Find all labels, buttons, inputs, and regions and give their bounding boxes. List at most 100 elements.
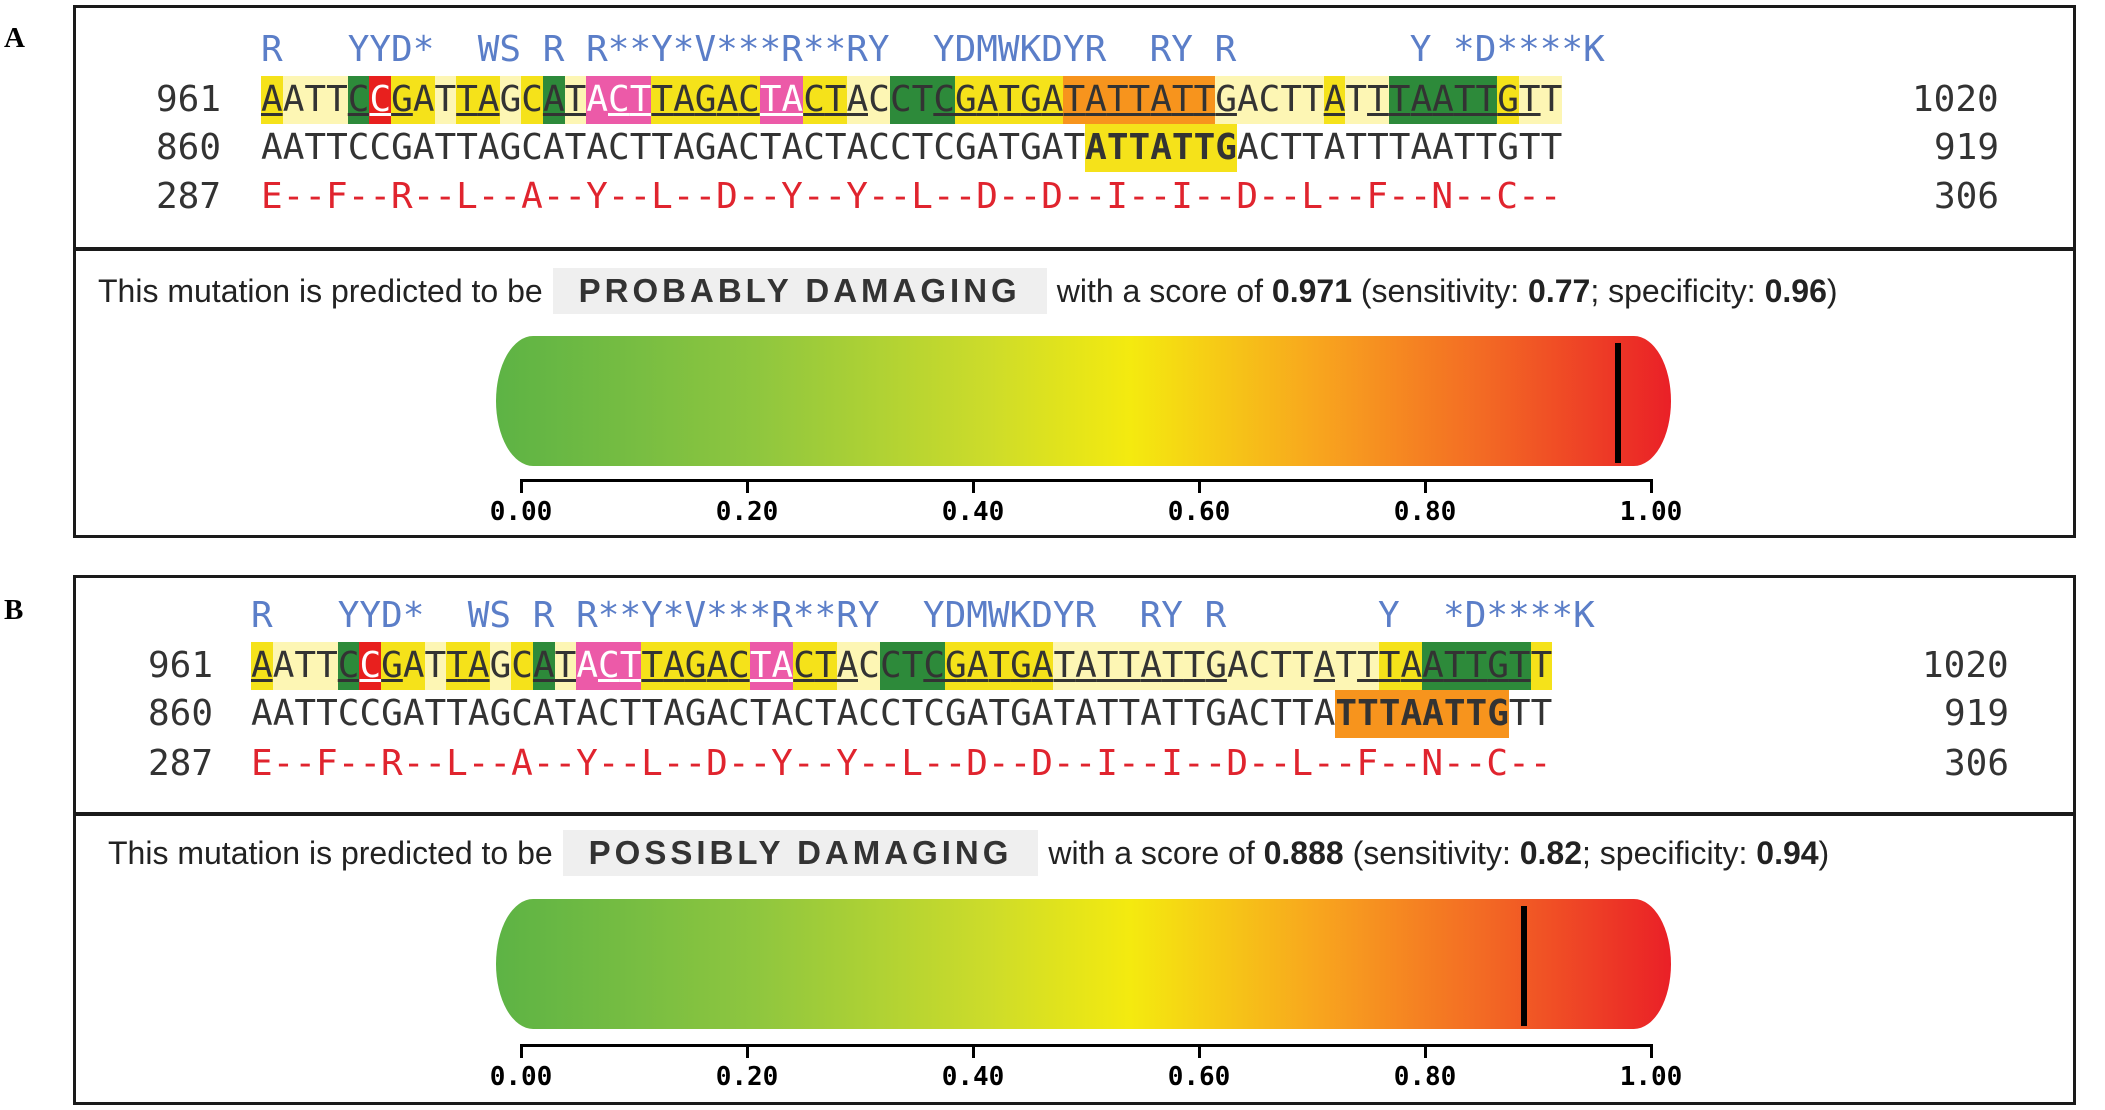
nucleotide: T (1388, 127, 1411, 168)
nucleotide: T (1302, 76, 1324, 124)
prediction-prefix: This mutation is predicted to be (98, 273, 543, 309)
nucleotide: A (1150, 76, 1172, 124)
nucleotide: G (955, 76, 977, 124)
nucleotide: A (966, 693, 989, 734)
seq-end-top: 1020 (1912, 79, 1999, 120)
nucleotide: G (694, 76, 717, 124)
specificity-label: ; specificity: (1590, 273, 1756, 309)
nucleotide: A (261, 76, 283, 124)
nucleotide: G (499, 76, 522, 124)
nucleotide: A (1236, 127, 1259, 168)
sequence-top-line: AATTCCGATTAGCATACTTAGACTACTACCTCGATGATAT… (261, 76, 1563, 124)
nucleotide: A (1140, 642, 1162, 690)
seq-end-bot: 306 (1944, 743, 2010, 784)
nucleotide: T (1367, 127, 1389, 168)
nucleotide: A (781, 127, 804, 168)
nucleotide: A (1085, 124, 1107, 172)
nucleotide: G (391, 127, 413, 168)
nucleotide: C (728, 642, 750, 690)
nucleotide: A (771, 642, 794, 690)
seq-end-mid: 919 (1934, 127, 2000, 168)
nucleotide: T (1443, 690, 1466, 738)
axis-tick (972, 479, 975, 493)
nucleotide: T (564, 76, 587, 124)
nucleotide: C (793, 693, 815, 734)
nucleotide: C (793, 642, 815, 690)
score-value: 0.888 (1263, 835, 1344, 871)
nucleotide: T (988, 642, 1011, 690)
nucleotide: T (1475, 76, 1498, 124)
close-paren: ) (1818, 835, 1830, 871)
panel-label-a: A (4, 22, 25, 54)
nucleotide: T (651, 127, 674, 168)
nucleotide: C (521, 127, 543, 168)
axis-tick-label: 1.00 (1619, 1062, 1683, 1092)
nucleotide: G (1205, 642, 1227, 690)
nucleotide: G (489, 693, 512, 734)
nucleotide: T (1508, 693, 1531, 734)
nucleotide: T (424, 642, 447, 690)
nucleotide: G (1010, 642, 1032, 690)
score-marker (1521, 906, 1528, 1026)
specificity-label: ; specificity: (1582, 835, 1748, 871)
nucleotide: G (489, 642, 512, 690)
prediction-box: This mutation is predicted to be PROBABLY… (73, 248, 2076, 538)
nucleotide: C (738, 76, 760, 124)
nucleotide: T (1183, 693, 1206, 734)
axis-tick-label: 0.00 (489, 497, 553, 527)
nucleotide: A (1432, 127, 1454, 168)
nucleotide: A (1031, 642, 1054, 690)
nucleotide: T (814, 693, 837, 734)
nucleotide: A (673, 76, 695, 124)
nucleotide: T (1053, 693, 1076, 734)
nucleotide: A (1400, 642, 1423, 690)
nucleotide: T (1465, 642, 1488, 690)
nucleotide: A (402, 642, 425, 690)
nucleotide: A (1422, 642, 1444, 690)
nucleotide: T (1096, 693, 1119, 734)
nucleotide: T (1270, 642, 1292, 690)
nucleotide: G (1020, 76, 1042, 124)
nucleotide: T (1465, 690, 1488, 738)
nucleotide: T (424, 693, 447, 734)
nucleotide: A (586, 76, 608, 124)
nucleotide: A (1075, 693, 1097, 734)
nucleotide: T (1280, 76, 1302, 124)
nucleotide: T (651, 76, 674, 124)
nucleotide: T (1128, 76, 1151, 124)
prediction-mid: with a score of (1048, 835, 1255, 871)
nucleotide: T (326, 127, 348, 168)
nucleotide: A (1226, 693, 1249, 734)
nucleotide: T (814, 642, 837, 690)
axis-tick (746, 479, 749, 493)
nucleotide: C (803, 127, 825, 168)
nucleotide: G (1497, 76, 1519, 124)
nucleotide: C (511, 693, 533, 734)
seq-start-mid: 860 (156, 127, 222, 168)
nucleotide: C (1258, 76, 1281, 124)
nucleotide: G (684, 693, 707, 734)
nucleotide: C (598, 693, 620, 734)
nucleotide: T (1280, 127, 1302, 168)
nucleotide: T (1508, 642, 1531, 690)
nucleotide: A (477, 76, 500, 124)
nucleotide: T (1443, 642, 1466, 690)
nucleotide: C (598, 642, 620, 690)
axis-tick-label: 0.40 (941, 1062, 1005, 1092)
nucleotide: C (803, 76, 825, 124)
amino-acid-top-line: R YYD* WS R R**Y*V***R**RY YDMWKDYR RY R… (261, 29, 1605, 70)
nucleotide: T (326, 76, 348, 124)
nucleotide: A (663, 642, 685, 690)
nucleotide: T (1530, 693, 1553, 734)
nucleotide: A (542, 127, 565, 168)
nucleotide: A (402, 693, 425, 734)
nucleotide: G (945, 642, 967, 690)
sequence-mid-line: AATTCCGATTAGCATACTTAGACTACTACCTCGATGATAT… (251, 690, 1552, 738)
nucleotide: T (1378, 642, 1401, 690)
close-paren: ) (1826, 273, 1838, 309)
seq-start-bot: 287 (156, 176, 222, 217)
score-marker (1615, 343, 1622, 463)
verdict-badge: PROBABLY DAMAGING (552, 268, 1047, 314)
panel-label-b: B (4, 594, 24, 626)
nucleotide: C (889, 127, 912, 168)
